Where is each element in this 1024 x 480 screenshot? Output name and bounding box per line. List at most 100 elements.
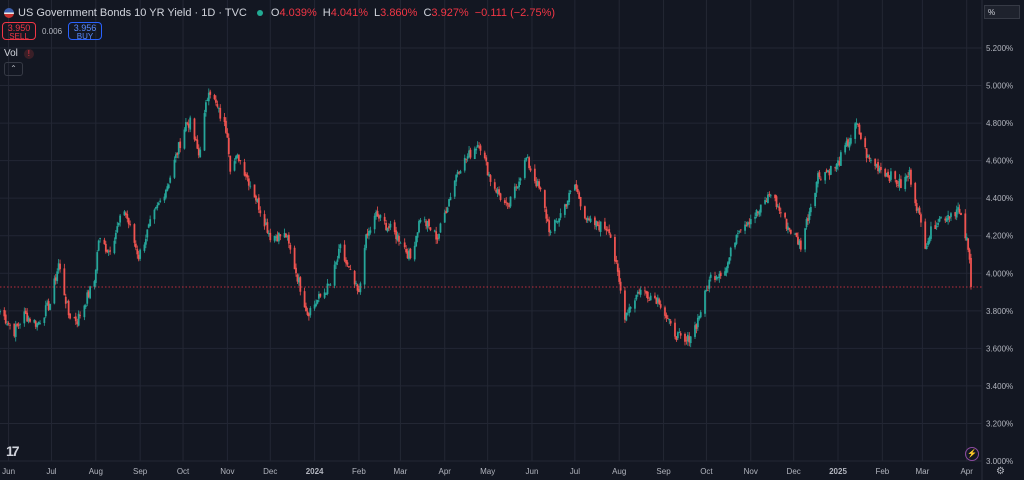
candle-body	[479, 145, 482, 151]
candle-body	[828, 171, 831, 176]
candle-body	[309, 308, 312, 316]
candle-body	[466, 156, 469, 159]
candle-body	[634, 300, 636, 309]
unit-toggle[interactable]: %	[984, 5, 1020, 19]
trade-panel: 3.950 SELL 0.006 3.956 BUY	[2, 22, 103, 41]
candle-body	[64, 296, 67, 304]
candle-body	[24, 310, 27, 314]
candle-body	[266, 222, 269, 233]
candle-body	[476, 144, 479, 148]
candle-body	[4, 314, 7, 324]
candle-body	[729, 247, 732, 257]
candle-body	[335, 262, 337, 265]
candle-body	[503, 200, 506, 203]
candle-body	[409, 248, 412, 259]
y-tick-label: 4.000%	[986, 269, 1013, 278]
candle-body	[116, 226, 119, 233]
candle-body	[74, 316, 77, 322]
candle-body	[134, 243, 137, 248]
volume-indicator[interactable]: Vol !	[4, 48, 34, 59]
candle-body	[346, 262, 349, 265]
candle-body	[575, 184, 578, 189]
candle-body	[964, 213, 967, 239]
candle-body	[908, 169, 911, 176]
candle-body	[678, 332, 681, 334]
collapse-chevron-icon[interactable]: ⌃	[4, 62, 23, 76]
candle-body	[925, 245, 928, 250]
candle-body	[273, 235, 276, 241]
x-tick-label: Jun	[526, 467, 539, 476]
settings-gear-icon[interactable]: ⚙	[996, 466, 1005, 477]
candle-body	[735, 234, 738, 244]
candle-body	[970, 257, 972, 287]
candle-body	[403, 242, 406, 248]
candle-body	[957, 207, 960, 210]
candle-body	[205, 102, 207, 113]
candle-body	[143, 244, 146, 251]
candle-body	[445, 210, 448, 214]
lightning-icon[interactable]: ⚡	[965, 447, 979, 461]
candle-body	[940, 217, 942, 219]
sell-button[interactable]: 3.950 SELL	[2, 22, 36, 41]
candle-body	[156, 205, 159, 208]
candle-body	[267, 233, 270, 235]
candle-body	[655, 298, 658, 304]
candle-body	[523, 160, 526, 178]
candle-body	[960, 212, 962, 216]
us-flag-icon	[4, 8, 14, 18]
candle-body	[546, 218, 549, 222]
candle-body	[378, 215, 380, 219]
candle-body	[817, 173, 819, 184]
candle-body	[539, 187, 542, 190]
candle-body	[43, 317, 46, 323]
candle-body	[406, 251, 409, 259]
candle-body	[113, 240, 116, 254]
candle-body	[448, 199, 450, 207]
candle-body	[616, 263, 619, 272]
symbol-title[interactable]: US Government Bonds 10 YR Yield · 1D · T…	[18, 7, 247, 19]
candle-body	[36, 323, 39, 328]
candle-body	[614, 236, 616, 262]
buy-button[interactable]: 3.956 BUY	[68, 22, 103, 41]
candle-body	[755, 210, 758, 217]
candle-body	[86, 292, 89, 304]
candle-body	[695, 324, 698, 329]
candle-body	[233, 161, 236, 171]
candle-body	[944, 218, 947, 221]
candle-body	[365, 234, 367, 249]
candle-body	[488, 174, 490, 176]
candle-body	[629, 306, 632, 309]
candle-body	[649, 295, 652, 301]
candle-body	[599, 221, 602, 232]
candle-body	[845, 140, 848, 147]
candle-body	[924, 221, 927, 249]
volume-warning-icon[interactable]: !	[23, 48, 34, 59]
candle-body	[799, 240, 802, 250]
x-tick-label: Jul	[570, 467, 580, 476]
candle-body	[207, 92, 210, 102]
candle-body	[734, 242, 736, 248]
candle-body	[765, 201, 768, 202]
candle-body	[558, 218, 561, 223]
tradingview-logo-icon[interactable]: 17	[6, 443, 20, 459]
candle-body	[139, 249, 142, 259]
candle-body	[758, 211, 761, 215]
candle-body	[463, 157, 466, 171]
candle-body	[767, 194, 769, 203]
candle-body	[246, 174, 249, 178]
candle-body	[458, 172, 460, 174]
candle-body	[576, 188, 579, 193]
candle-body	[119, 215, 122, 223]
candle-body	[709, 274, 712, 278]
candle-body	[6, 324, 9, 325]
candle-body	[53, 278, 56, 304]
candle-body	[455, 174, 458, 182]
candle-body	[606, 230, 609, 232]
candle-body	[875, 163, 878, 167]
candle-body	[928, 237, 931, 243]
y-tick-label: 4.600%	[986, 157, 1013, 166]
candle-body	[174, 154, 177, 158]
x-tick-label: Jul	[46, 467, 56, 476]
candle-body	[748, 222, 751, 224]
